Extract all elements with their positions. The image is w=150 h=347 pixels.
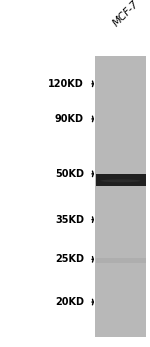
Bar bbox=[95, 56, 146, 337]
Text: 90KD: 90KD bbox=[55, 114, 84, 124]
Text: 25KD: 25KD bbox=[55, 254, 84, 264]
Text: MCF-7: MCF-7 bbox=[111, 0, 141, 29]
Ellipse shape bbox=[100, 179, 141, 182]
Text: 20KD: 20KD bbox=[55, 297, 84, 307]
Bar bbox=[96, 258, 146, 263]
Bar bbox=[96, 174, 146, 186]
Text: 120KD: 120KD bbox=[48, 79, 84, 89]
Text: 35KD: 35KD bbox=[55, 215, 84, 225]
Text: 50KD: 50KD bbox=[55, 169, 84, 179]
